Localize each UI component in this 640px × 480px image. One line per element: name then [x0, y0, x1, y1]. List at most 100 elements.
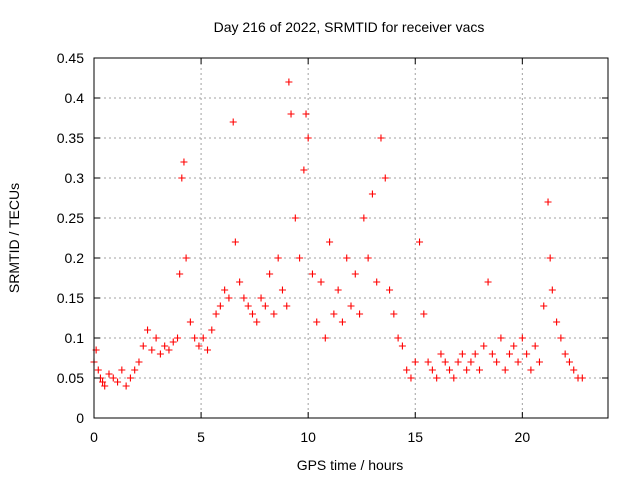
data-point — [191, 334, 199, 342]
data-point — [317, 278, 325, 286]
x-tick-labels: 0 5 10 15 20 — [90, 429, 530, 445]
y-tick-label: 0.3 — [65, 170, 85, 186]
data-point — [343, 254, 351, 262]
data-point — [557, 334, 565, 342]
y-tick-label: 0.35 — [57, 130, 84, 146]
data-point — [148, 346, 156, 354]
data-point — [377, 134, 385, 142]
y-axis-title: SRMTID / TECUs — [6, 183, 22, 293]
data-point — [334, 286, 342, 294]
data-point — [578, 374, 586, 382]
data-point — [390, 310, 398, 318]
data-point — [283, 302, 291, 310]
data-point — [304, 134, 312, 142]
data-point — [514, 358, 522, 366]
data-point — [114, 378, 122, 386]
data-point — [221, 286, 229, 294]
data-point — [180, 158, 188, 166]
x-tick-label: 5 — [197, 429, 205, 445]
data-point — [407, 374, 415, 382]
x-tick-label: 0 — [90, 429, 98, 445]
data-point — [338, 318, 346, 326]
axis-ticks — [93, 57, 608, 419]
y-tick-label: 0.2 — [65, 250, 85, 266]
data-point — [270, 310, 278, 318]
data-point — [553, 318, 561, 326]
data-points — [90, 78, 586, 390]
data-point — [326, 238, 334, 246]
data-point — [178, 174, 186, 182]
data-point — [535, 358, 543, 366]
data-point — [424, 358, 432, 366]
data-point — [570, 366, 578, 374]
data-point — [135, 358, 143, 366]
data-point — [518, 334, 526, 342]
data-point — [94, 366, 102, 374]
data-point — [458, 350, 466, 358]
data-point — [300, 166, 308, 174]
data-point — [480, 342, 488, 350]
y-tick-label: 0.4 — [65, 90, 85, 106]
data-point — [278, 286, 286, 294]
data-point — [122, 382, 130, 390]
plot-frame — [93, 57, 609, 419]
data-point — [493, 358, 501, 366]
data-point — [225, 294, 233, 302]
data-point — [257, 294, 265, 302]
data-point — [161, 342, 169, 350]
data-point — [266, 270, 274, 278]
data-point — [463, 366, 471, 374]
data-point — [174, 334, 182, 342]
data-point — [454, 358, 462, 366]
data-point — [287, 110, 295, 118]
data-point — [330, 310, 338, 318]
data-point — [296, 254, 304, 262]
data-point — [531, 342, 539, 350]
data-point — [523, 350, 531, 358]
data-point — [126, 374, 134, 382]
data-point — [308, 270, 316, 278]
data-point — [144, 326, 152, 334]
data-point — [199, 334, 207, 342]
data-point — [505, 350, 513, 358]
data-point — [169, 338, 177, 346]
data-point — [244, 302, 252, 310]
data-point — [360, 214, 368, 222]
data-point — [118, 366, 126, 374]
data-point — [351, 270, 359, 278]
data-point — [204, 346, 212, 354]
data-point — [433, 374, 441, 382]
data-point — [208, 326, 216, 334]
x-tick-label: 20 — [515, 429, 531, 445]
data-point — [565, 358, 573, 366]
data-point — [364, 254, 372, 262]
data-point — [450, 374, 458, 382]
data-point — [212, 310, 220, 318]
data-point — [229, 118, 237, 126]
data-point — [109, 374, 117, 382]
data-point — [428, 366, 436, 374]
data-point — [471, 350, 479, 358]
data-point — [274, 254, 282, 262]
data-point — [373, 278, 381, 286]
data-point — [182, 254, 190, 262]
data-point — [302, 110, 310, 118]
data-point — [253, 318, 261, 326]
data-point — [152, 334, 160, 342]
y-tick-label: 0 — [76, 410, 84, 426]
data-point — [446, 366, 454, 374]
data-point — [131, 366, 139, 374]
data-point — [139, 342, 147, 350]
data-point — [501, 366, 509, 374]
data-point — [231, 238, 239, 246]
y-tick-label: 0.1 — [65, 330, 85, 346]
x-tick-label: 15 — [407, 429, 423, 445]
data-point — [368, 190, 376, 198]
data-point — [437, 350, 445, 358]
data-point — [467, 358, 475, 366]
data-point — [386, 286, 394, 294]
data-point — [195, 342, 203, 350]
data-point — [403, 366, 411, 374]
data-point — [540, 302, 548, 310]
